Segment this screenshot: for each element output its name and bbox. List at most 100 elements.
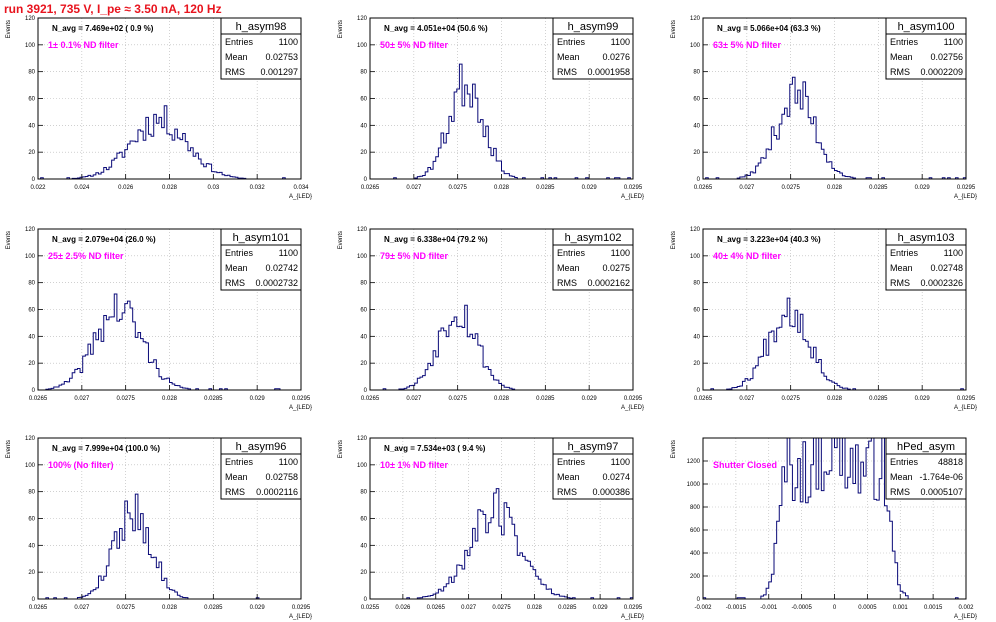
x-tick-label: 0.027 (739, 185, 755, 191)
stats-box-frame (220, 17, 302, 80)
stats-label: RMS (225, 67, 245, 77)
y-tick-label: 60 (360, 97, 367, 103)
y-tick-label: 20 (28, 361, 35, 367)
stats-value: 1100 (944, 37, 963, 47)
histogram-name: h_asym103 (898, 232, 955, 244)
histogram-line (703, 76, 967, 180)
x-tick-label: 0.001 (893, 605, 909, 611)
y-tick-label: 80 (693, 70, 700, 76)
stats-label: Entries (557, 457, 586, 467)
y-tick-label: 80 (360, 70, 367, 76)
filter-label: 50± 5% ND filter (380, 40, 448, 50)
x-axis-label: A_{LED} (621, 614, 644, 620)
stats-value: 0.000386 (592, 487, 630, 497)
y-tick-label: 20 (360, 570, 367, 576)
x-tick-label: -0.001 (760, 605, 778, 611)
y-tick-label: 120 (25, 436, 36, 442)
y-tick-label: 0 (697, 388, 701, 394)
x-tick-label: 0.028 (162, 185, 178, 191)
y-tick-label: 120 (25, 16, 36, 22)
stats-value: 0.0002732 (255, 278, 298, 288)
x-tick-label: 0.0015 (924, 605, 943, 611)
y-tick-label: 20 (693, 361, 700, 367)
stats-value: 0.0276 (602, 52, 630, 62)
y-tick-label: 0 (32, 177, 36, 183)
y-tick-label: 120 (690, 16, 701, 22)
stats-label: Mean (225, 52, 248, 62)
histogram-line (370, 304, 633, 391)
x-tick-label: 0.0285 (869, 396, 888, 402)
stats-box-frame (885, 17, 967, 80)
y-axis-label: Events (671, 20, 677, 38)
x-tick-label: 0.0295 (624, 605, 643, 611)
x-tick-label: 0 (833, 605, 837, 611)
filter-label: Shutter Closed (713, 460, 777, 470)
y-tick-label: 100 (690, 43, 701, 49)
y-tick-label: 20 (360, 150, 367, 156)
y-tick-label: 80 (360, 281, 367, 287)
y-tick-label: 60 (693, 97, 700, 103)
stats-value: 1100 (611, 248, 630, 258)
x-tick-label: 0.028 (162, 605, 178, 611)
x-tick-label: 0.028 (494, 185, 510, 191)
x-tick-label: 0.0295 (292, 605, 311, 611)
y-tick-label: 40 (360, 334, 367, 340)
stats-label: Mean (890, 263, 913, 273)
stats-value: 0.02758 (265, 472, 298, 482)
x-tick-label: 0.0285 (536, 396, 555, 402)
stats-label: RMS (225, 278, 245, 288)
y-tick-label: 40 (693, 334, 700, 340)
x-tick-label: 0.0275 (781, 185, 800, 191)
x-tick-label: 0.028 (827, 396, 843, 402)
y-tick-label: 0 (364, 597, 368, 603)
y-tick-label: 80 (28, 70, 35, 76)
stats-box-frame (220, 437, 302, 500)
stats-label: Mean (557, 263, 580, 273)
stats-value: 0.02742 (265, 263, 298, 273)
x-tick-label: 0.0285 (536, 185, 555, 191)
x-tick-label: 0.027 (461, 605, 477, 611)
stats-box-frame (552, 228, 634, 291)
histogram-panel-h_asym98: 0.022 0.024 0.026 0.028 0.03 0.032 0.034 0 20 40 6… (6, 16, 312, 200)
stats-label: RMS (225, 487, 245, 497)
x-tick-label: 0.0265 (694, 396, 713, 402)
y-tick-label: 0 (697, 597, 701, 603)
stats-value: 0.02748 (930, 263, 963, 273)
stats-value: 1100 (279, 457, 298, 467)
y-axis-label: Events (338, 231, 344, 249)
x-tick-label: 0.029 (593, 605, 609, 611)
x-tick-label: 0.002 (958, 605, 974, 611)
stats-label: RMS (890, 487, 910, 497)
histogram-name: h_asym101 (233, 232, 290, 244)
x-tick-label: 0.028 (527, 605, 543, 611)
stats-box-frame (885, 437, 967, 500)
stats-box: h_asym96 Entries 1100 Mean 0.02758 RMS 0.00021… (220, 437, 302, 500)
stats-value: 1100 (279, 248, 298, 258)
stats-value: 0.0002116 (256, 487, 298, 497)
filter-label: 25± 2.5% ND filter (48, 251, 124, 261)
stats-box-frame (552, 17, 634, 80)
y-tick-label: 600 (690, 528, 701, 534)
histogram-panel-h_asym103: 0.0265 0.027 0.0275 0.028 0.0285 0.029 0.0295 0… (671, 227, 977, 411)
y-tick-label: 60 (28, 308, 35, 314)
stats-label: Entries (225, 457, 254, 467)
navg-label: N_avg = 3.223e+04 (40.3 %) (717, 235, 821, 244)
y-tick-label: 0 (32, 597, 36, 603)
histogram-name: h_asym96 (236, 441, 287, 453)
y-tick-label: 60 (28, 97, 35, 103)
navg-label: N_avg = 7.534e+03 ( 9.4 %) (384, 444, 486, 453)
y-tick-label: 80 (28, 490, 35, 496)
y-tick-label: 60 (693, 308, 700, 314)
y-tick-label: 0 (32, 388, 36, 394)
y-tick-label: 20 (28, 570, 35, 576)
stats-value: 1100 (611, 37, 630, 47)
x-tick-label: 0.0265 (361, 185, 380, 191)
histogram-name: h_asym98 (236, 21, 287, 33)
stats-value: 0.0275 (602, 263, 630, 273)
filter-label: 40± 4% ND filter (713, 251, 781, 261)
histogram-panel-hPed_asym: -0.002 -0.0015 -0.001 -0.0005 0 0.0005 0.001 0.… (671, 437, 977, 620)
x-tick-label: 0.0295 (957, 396, 976, 402)
y-axis-label: Events (338, 440, 344, 458)
y-tick-label: 0 (364, 177, 368, 183)
